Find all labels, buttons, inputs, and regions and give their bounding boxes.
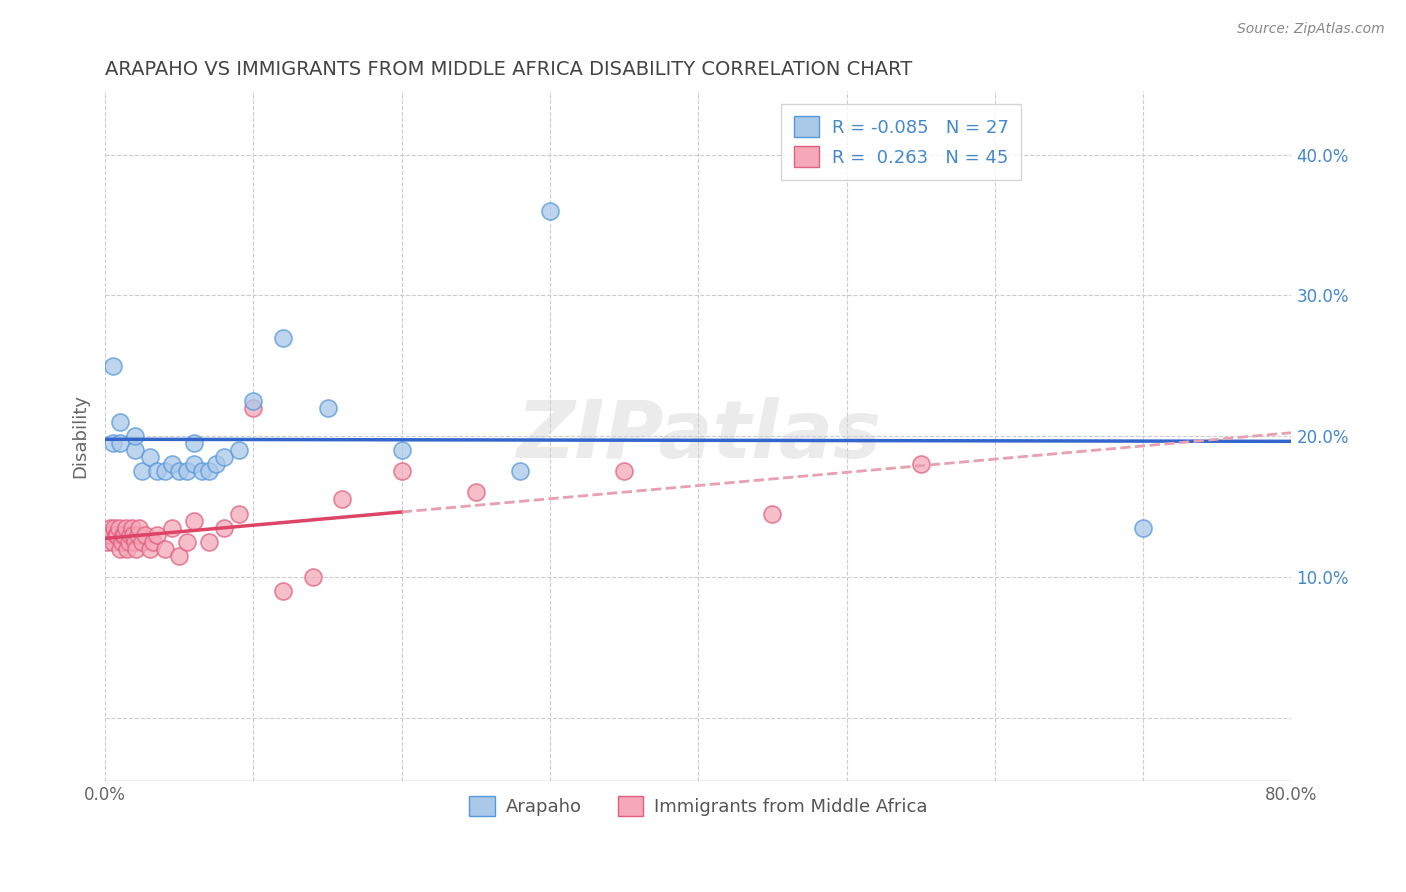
Point [464, 485, 486, 500]
Point [100, 527, 122, 541]
Text: Source: ZipAtlas.com: Source: ZipAtlas.com [1237, 22, 1385, 37]
Point [105, 527, 128, 541]
Point [391, 464, 413, 478]
Point [128, 521, 150, 535]
Point [142, 534, 165, 549]
Point [111, 527, 134, 541]
Point [107, 521, 129, 535]
Point [114, 527, 136, 541]
Point [138, 541, 160, 556]
Point [205, 457, 228, 471]
Point [98, 521, 121, 535]
Point [183, 514, 205, 528]
Point [101, 359, 124, 373]
Point [131, 464, 153, 478]
Point [271, 330, 294, 344]
Point [212, 450, 235, 465]
Point [190, 464, 212, 478]
Point [316, 401, 339, 415]
Point [125, 541, 148, 556]
Point [538, 203, 561, 218]
Point [108, 415, 131, 429]
Point [1132, 521, 1154, 535]
Point [160, 457, 183, 471]
Point [110, 534, 132, 549]
Point [183, 457, 205, 471]
Point [146, 527, 169, 541]
Point [118, 534, 141, 549]
Point [104, 527, 127, 541]
Point [96, 534, 118, 549]
Point [761, 507, 783, 521]
Point [242, 393, 264, 408]
Point [212, 521, 235, 535]
Point [332, 492, 354, 507]
Point [146, 464, 169, 478]
Point [101, 436, 124, 450]
Point [228, 507, 250, 521]
Point [198, 464, 221, 478]
Point [122, 527, 145, 541]
Point [910, 457, 932, 471]
Point [115, 521, 138, 535]
Text: ARAPAHO VS IMMIGRANTS FROM MIDDLE AFRICA DISABILITY CORRELATION CHART: ARAPAHO VS IMMIGRANTS FROM MIDDLE AFRICA… [105, 60, 912, 78]
Point [198, 534, 221, 549]
Point [169, 464, 191, 478]
Point [153, 541, 176, 556]
Point [228, 443, 250, 458]
Point [101, 534, 124, 549]
Point [134, 527, 156, 541]
Point [169, 549, 191, 563]
Point [176, 534, 198, 549]
Point [391, 443, 413, 458]
Point [183, 436, 205, 450]
Text: ZIPatlas: ZIPatlas [516, 397, 880, 475]
Point [613, 464, 636, 478]
Point [121, 521, 143, 535]
Y-axis label: Disability: Disability [72, 394, 89, 478]
Point [127, 527, 149, 541]
Point [160, 521, 183, 535]
Point [131, 534, 153, 549]
Point [509, 464, 531, 478]
Point [124, 429, 146, 443]
Point [117, 541, 139, 556]
Point [271, 584, 294, 599]
Point [301, 570, 323, 584]
Point [138, 450, 160, 465]
Point [108, 541, 131, 556]
Point [176, 464, 198, 478]
Point [124, 534, 146, 549]
Point [242, 401, 264, 415]
Point [124, 443, 146, 458]
Point [97, 527, 120, 541]
Point [153, 464, 176, 478]
Legend: Arapaho, Immigrants from Middle Africa: Arapaho, Immigrants from Middle Africa [463, 789, 935, 823]
Point [103, 521, 125, 535]
Point [108, 436, 131, 450]
Point [120, 527, 142, 541]
